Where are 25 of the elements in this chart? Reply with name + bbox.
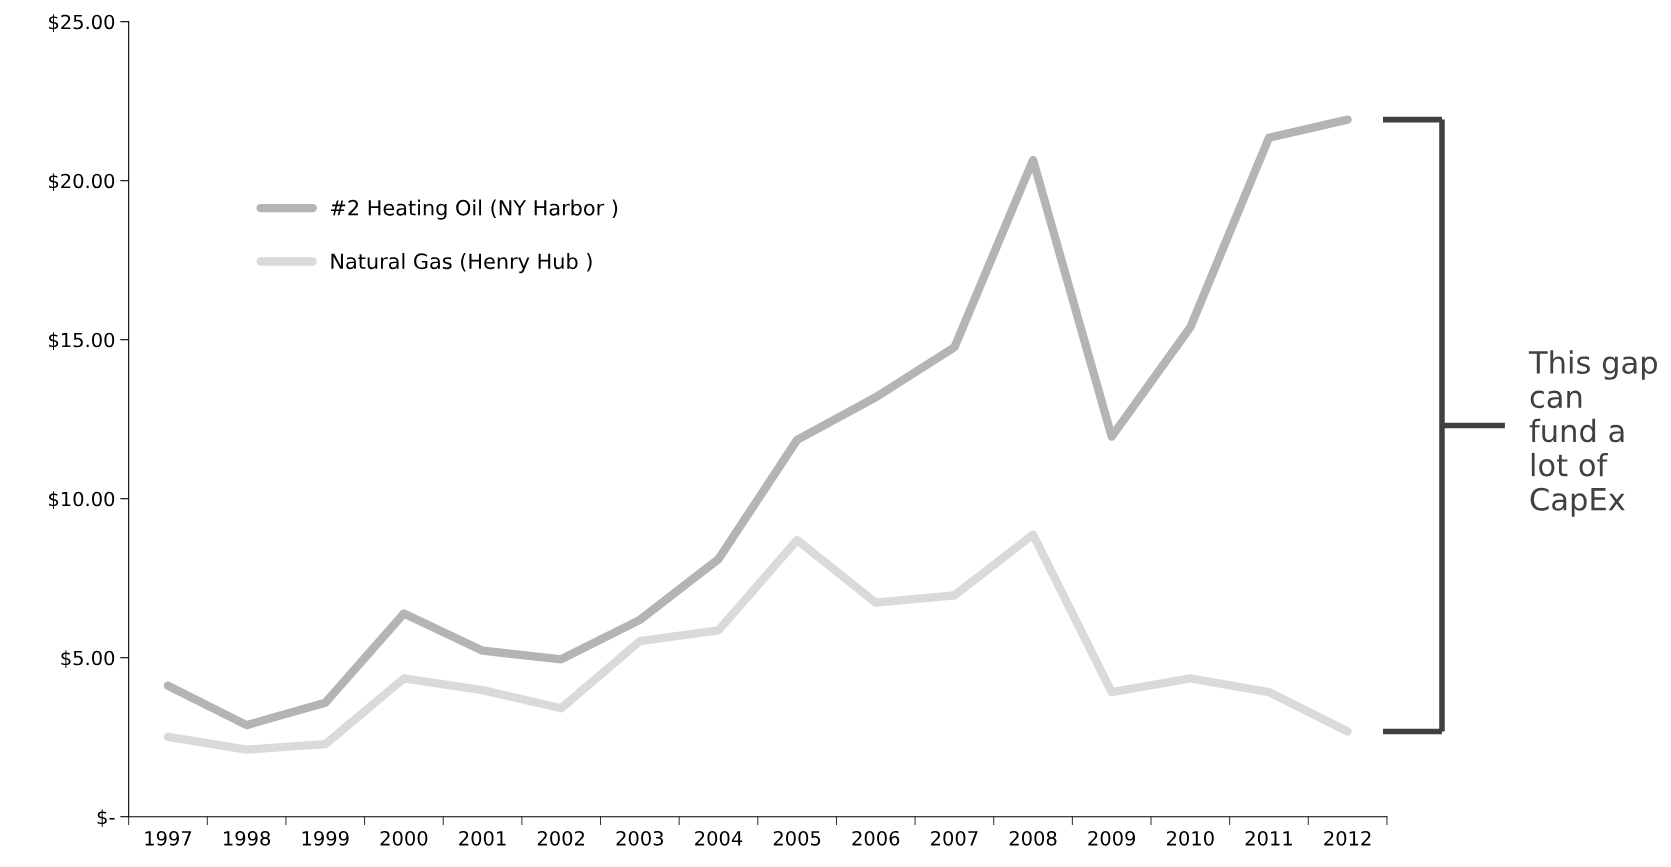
text: This gap can fund a lot of CapEx [1528, 350, 1657, 517]
legend-label: Natural Gas (Henry Hub ) [331, 253, 592, 274]
x-tick-label: 2003 [616, 830, 664, 846]
x-tick-label: 1997 [145, 830, 192, 846]
x-tick-label: 2011 [1245, 830, 1292, 846]
y-tick-label: $20.00 [49, 173, 115, 191]
x-tick-label: 1999 [302, 830, 349, 846]
y-tick-label: $5.00 [61, 650, 115, 668]
x-tick-label: 1998 [224, 830, 271, 846]
x-tick-label: 2012 [1324, 830, 1371, 846]
y-tick-label: $25.00 [49, 14, 115, 32]
legend-label: #2 Heating Oil (NY Harbor ) [331, 199, 618, 220]
y-tick-label: $10.00 [49, 491, 115, 509]
x-tick-label: 2001 [459, 830, 506, 846]
x-tick-label: 2007 [931, 830, 978, 846]
x-tick-label: 2002 [537, 830, 584, 846]
x-tick-label: 2009 [1088, 830, 1136, 846]
x-tick-label: 2006 [852, 830, 900, 846]
x-tick-label: 2008 [1009, 830, 1057, 846]
x-tick-label: 2000 [380, 830, 428, 846]
x-tick-label: 2005 [773, 830, 821, 846]
y-tick-label: $- [97, 809, 115, 827]
y-tick-label: $15.00 [49, 332, 115, 350]
x-tick-label: 2004 [695, 830, 743, 846]
x-tick-label: 2010 [1167, 830, 1214, 846]
